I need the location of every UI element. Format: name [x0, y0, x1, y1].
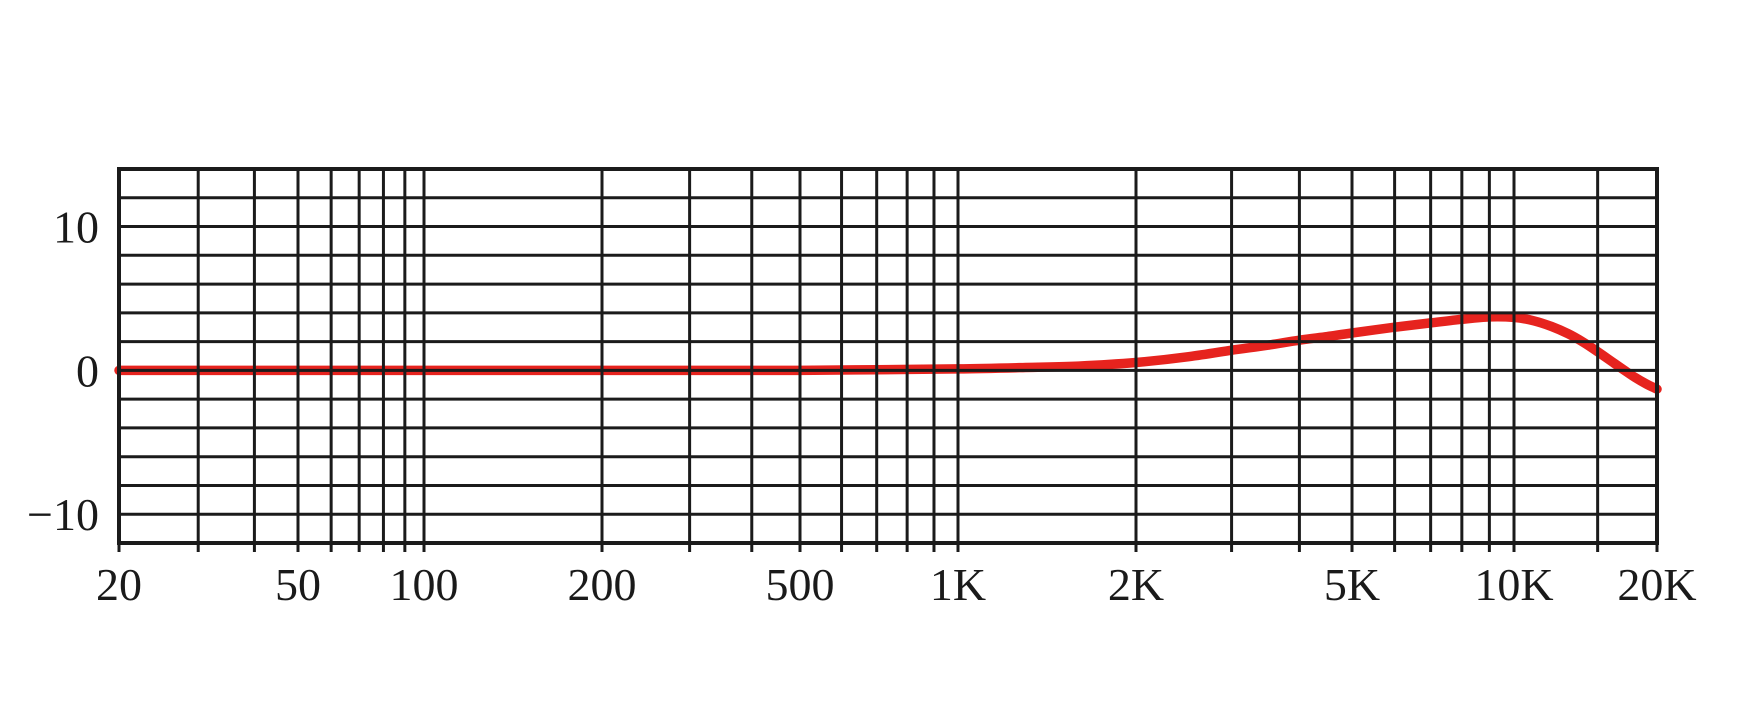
x-tick-label: 20 — [96, 559, 142, 610]
x-tick-label: 50 — [275, 559, 321, 610]
x-tick-label: 2K — [1108, 559, 1164, 610]
axis-tick-marks — [117, 543, 1659, 552]
plot-border — [117, 167, 1659, 545]
x-tick-label: 20K — [1617, 559, 1696, 610]
x-tick-label: 5K — [1324, 559, 1380, 610]
y-axis-labels: 10 0 −10 — [27, 202, 99, 541]
response-curve-layer — [114, 312, 1662, 394]
x-tick-label: 200 — [568, 559, 637, 610]
x-tick-label: 100 — [390, 559, 459, 610]
x-tick-label: 10K — [1474, 559, 1553, 610]
y-tick-label: 10 — [53, 202, 99, 253]
y-tick-label: 0 — [76, 345, 99, 396]
y-tick-label: −10 — [27, 489, 99, 540]
x-tick-label: 500 — [766, 559, 835, 610]
response-curve — [114, 312, 1662, 394]
grid-lines-layer — [117, 167, 1659, 545]
x-axis-labels: 20 50 100 200 500 1K 2K 5K 10K 20K — [96, 559, 1697, 610]
x-tick-label: 1K — [930, 559, 986, 610]
